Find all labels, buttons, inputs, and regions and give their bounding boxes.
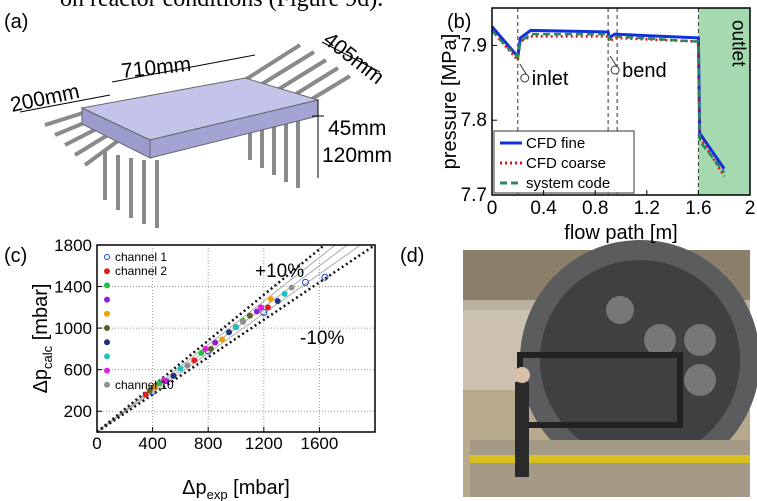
annotation-marker <box>611 66 619 74</box>
y-tick-label: 1000 <box>54 319 92 338</box>
annotation-marker <box>521 74 529 82</box>
data-point <box>220 337 225 342</box>
x-tick-label: 0 <box>92 434 101 453</box>
x-axis-label: flow path [m] <box>564 222 677 244</box>
data-point <box>199 351 204 356</box>
annotation: outlet <box>727 20 748 67</box>
y-tick-label: 1400 <box>54 278 92 297</box>
legend-label: CFD fine <box>526 135 585 152</box>
data-point <box>178 366 183 371</box>
y-tick-label: 1800 <box>54 236 92 255</box>
data-point <box>240 319 245 324</box>
panel-label: (a) <box>4 11 28 33</box>
y-axis-label: pressure [MPa] <box>439 34 461 170</box>
figure: on reactor conditions (Figure 9d). (a) (… <box>0 0 757 501</box>
x-tick-label: 1200 <box>245 434 283 453</box>
data-point <box>192 358 197 363</box>
x-tick-label: 0.4 <box>530 198 557 219</box>
data-point <box>265 305 270 310</box>
caption-fragment: on reactor conditions (Figure 9d). <box>60 0 383 12</box>
x-tick-label: 400 <box>138 434 166 453</box>
annotation: bend <box>622 60 667 82</box>
legend-label: system code <box>526 175 610 192</box>
x-tick-label: 1.6 <box>685 198 711 219</box>
legend-label: channel 10 <box>115 378 174 392</box>
panel-label: (b) <box>447 11 471 33</box>
legend-marker <box>105 354 110 359</box>
axis-label-unit: [mbar] <box>228 477 290 499</box>
data-point <box>259 305 264 310</box>
x-tick-label: 0.8 <box>582 198 608 219</box>
legend-marker <box>105 297 110 302</box>
data-point <box>203 346 208 351</box>
photo <box>463 240 757 497</box>
x-tick-label: 800 <box>194 434 222 453</box>
legend-label: channel 1 <box>115 250 167 264</box>
data-point <box>247 313 252 318</box>
data-point <box>185 363 190 368</box>
dimension-label: 45mm <box>328 117 386 140</box>
axis-label-symbol: Δp <box>30 369 52 393</box>
axis-label: Δpcalc [mbar] <box>30 284 55 394</box>
y-tick-label: 7.9 <box>461 35 487 56</box>
legend-label: CFD coarse <box>526 155 606 172</box>
data-point <box>227 330 232 335</box>
x-tick-label: 1600 <box>300 434 338 453</box>
y-tick-label: 200 <box>64 402 92 421</box>
dimension-label: 405mm <box>319 28 388 89</box>
legend-marker <box>105 269 110 274</box>
dimension-label: 710mm <box>120 53 192 83</box>
y-tick-label: 7.8 <box>461 110 487 131</box>
data-point <box>275 299 280 304</box>
panel-label: (c) <box>4 245 27 267</box>
panel-label: (d) <box>400 245 424 267</box>
data-point <box>213 340 218 345</box>
cad-drawing <box>20 42 380 228</box>
data-point <box>143 392 148 397</box>
data-point <box>268 297 273 302</box>
data-point <box>208 346 213 351</box>
legend-marker <box>105 368 110 373</box>
data-point <box>282 291 287 296</box>
x-tick-label: 0 <box>487 198 498 219</box>
legend-marker <box>105 283 110 288</box>
y-tick-label: 7.7 <box>461 185 487 206</box>
annotation: -10% <box>300 328 344 349</box>
axis-label-unit: [mbar] <box>30 284 52 346</box>
annotation: inlet <box>532 68 569 90</box>
y-tick-label: 600 <box>64 361 92 380</box>
data-point <box>234 325 239 330</box>
axis-label-subscript: calc <box>40 345 55 369</box>
legend-label: channel 2 <box>115 264 167 278</box>
legend-marker <box>105 311 110 316</box>
axis-label-subscript: exp <box>207 487 228 501</box>
axis-label: Δpexp [mbar] <box>182 477 290 501</box>
dimension-label: 120mm <box>322 144 392 167</box>
data-point <box>289 285 294 290</box>
legend-marker <box>105 382 110 387</box>
annotation: +10% <box>255 261 304 282</box>
x-tick-label: 1.2 <box>634 198 660 219</box>
data-point <box>254 309 259 314</box>
x-tick-label: 2 <box>745 198 756 219</box>
legend-marker <box>105 326 110 331</box>
dimension-label: 200mm <box>8 80 81 117</box>
legend-marker <box>105 340 110 345</box>
axis-label-symbol: Δp <box>182 477 206 499</box>
